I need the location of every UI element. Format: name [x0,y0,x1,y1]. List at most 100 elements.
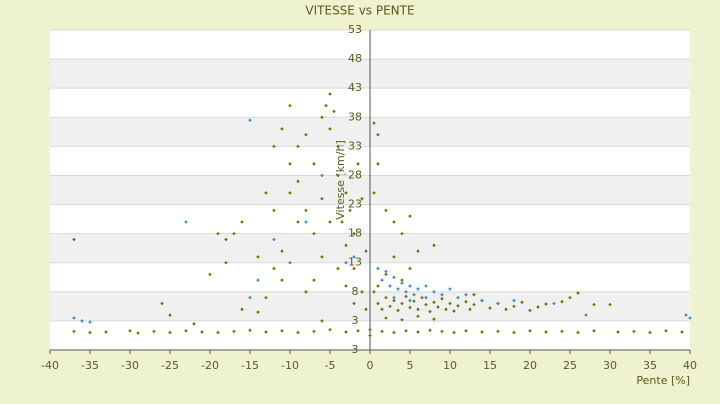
data-point [272,266,276,271]
x-tick-label: -40 [41,359,59,372]
data-point [432,300,436,305]
data-point [104,330,108,334]
data-point [568,295,572,300]
data-point [224,260,228,265]
data-point [512,330,516,335]
data-point [340,220,344,224]
data-point [456,303,460,308]
data-point [168,313,172,317]
y-axis-title: Vitesse [km/h] [334,140,347,220]
data-point [404,290,408,294]
data-point [396,308,400,313]
data-point [216,231,220,236]
x-tick-label: -5 [325,359,336,372]
data-point [328,220,332,224]
y-tick-label: 13 [348,256,362,269]
data-point [488,306,492,310]
data-point [224,237,228,242]
data-point [368,327,372,332]
data-point [312,329,316,334]
data-point [184,220,188,224]
y-tick-label: 8 [352,285,359,298]
data-point [152,329,156,334]
data-point [128,329,132,333]
data-point [168,330,172,335]
data-point [444,307,448,312]
data-point [272,208,276,213]
data-point [320,196,324,201]
data-point [416,249,420,253]
data-point [312,278,316,282]
data-point [424,302,428,307]
data-point [344,260,348,265]
data-point [576,330,580,335]
data-point [372,290,376,294]
data-point [528,329,532,333]
y-tick-label: 53 [348,23,362,36]
data-point [608,302,612,307]
data-point [448,301,452,306]
data-point [296,144,300,149]
data-point [392,330,396,335]
x-tick-label: -10 [281,359,299,372]
data-point [664,329,668,333]
data-point [216,330,220,335]
data-point [304,220,308,224]
data-point [328,127,332,131]
data-point [384,269,388,274]
data-point [376,284,380,288]
data-point [320,115,324,120]
data-point [88,320,92,324]
x-tick-label: -35 [81,359,99,372]
data-point [408,305,412,310]
data-point [536,305,540,309]
data-point [348,208,352,213]
x-tick-label: 15 [483,359,497,372]
data-point [360,196,364,201]
data-point [376,132,380,137]
data-point [72,316,76,320]
data-point [408,266,412,271]
data-point [288,103,292,108]
data-point [416,314,420,319]
x-tick-label: -20 [201,359,219,372]
data-point [560,299,564,304]
data-point [424,295,428,300]
x-tick-label: 35 [643,359,657,372]
data-point [416,287,420,291]
data-point [364,307,368,312]
x-tick-label: -25 [161,359,179,372]
data-point [408,298,412,303]
data-point [632,329,636,334]
data-point [428,309,432,314]
data-point [280,329,284,333]
data-point [356,329,360,333]
data-point [72,329,76,334]
data-point [288,191,292,195]
data-point [400,317,404,322]
data-point [272,237,276,242]
data-point [200,330,204,334]
data-point [408,284,412,288]
data-point [208,272,212,277]
x-tick-label: 40 [683,359,697,372]
data-point [240,307,244,312]
data-point [344,284,348,288]
data-point [320,255,324,259]
data-point [344,243,348,248]
data-point [400,281,404,285]
data-point [344,330,348,334]
data-point [456,295,460,300]
x-tick-label: 5 [407,359,414,372]
data-point [408,214,412,218]
data-point [332,109,336,114]
data-point [88,330,92,335]
data-point [584,313,588,317]
data-point [256,310,260,314]
data-point [312,162,316,166]
x-tick-label: 20 [523,359,537,372]
data-point [352,266,356,271]
x-tick-label: -30 [121,359,139,372]
data-point [472,302,476,307]
